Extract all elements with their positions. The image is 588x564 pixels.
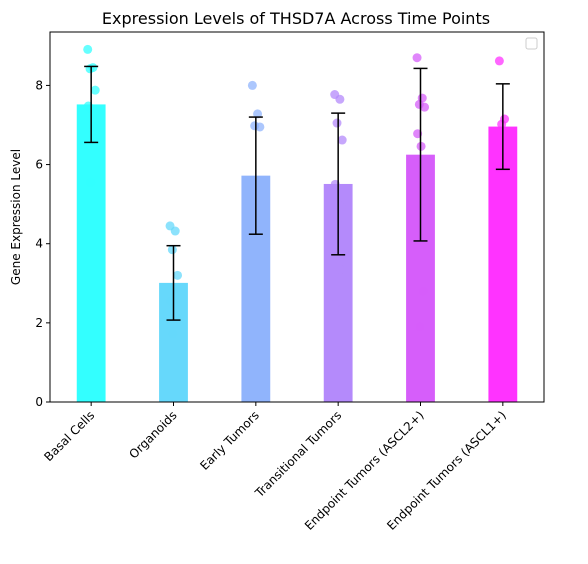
data-point-3-8 — [335, 264, 345, 274]
data-point-3-2 — [332, 118, 342, 128]
y-axis-label: Gene Expression Level — [9, 149, 23, 285]
chart-title: Expression Levels of THSD7A Across Time … — [102, 9, 490, 28]
data-point-3-1 — [335, 94, 345, 104]
data-point-2-0 — [247, 80, 257, 90]
x-tick-label-3: Transitional Tumors — [252, 408, 345, 501]
plot-area — [76, 44, 518, 402]
data-point-0-3 — [90, 85, 100, 95]
data-point-3-9 — [331, 298, 341, 308]
data-point-2-1 — [253, 109, 263, 119]
x-tick-label-0: Basal Cells — [41, 408, 97, 464]
axis-ticks: 0 2 4 6 8 Basal Cells Organoids Early TumorsTra… — [35, 78, 509, 532]
y-tick-label-2: 2 — [35, 316, 43, 330]
data-point-1-2 — [167, 245, 177, 255]
data-point-1-3 — [173, 270, 183, 280]
y-tick-label-6: 6 — [35, 158, 43, 172]
data-point-1-7 — [168, 329, 178, 339]
data-point-2-7 — [250, 239, 260, 249]
data-point-2-8 — [253, 257, 263, 267]
y-tick-label-8: 8 — [35, 78, 43, 92]
bar-0 — [76, 104, 106, 402]
data-point-5-2 — [497, 119, 507, 129]
data-point-0-7 — [86, 177, 96, 187]
x-tick-label-2: Early Tumors — [197, 408, 262, 473]
axes-frame — [49, 31, 545, 403]
data-point-4-6 — [418, 286, 428, 296]
data-point-0-0 — [83, 44, 93, 54]
y-tick-label-4: 4 — [35, 237, 43, 251]
data-point-5-0 — [494, 56, 504, 66]
x-tick-label-1: Organoids — [126, 408, 179, 461]
data-point-2-3 — [255, 122, 265, 132]
data-point-1-1 — [170, 226, 180, 236]
data-point-4-0 — [412, 53, 422, 63]
y-tick-label-0: 0 — [35, 395, 43, 409]
data-point-3-3 — [337, 135, 347, 145]
legend-box — [525, 37, 538, 50]
data-point-0-2 — [85, 64, 95, 74]
data-point-4-3 — [420, 102, 430, 112]
data-point-4-7 — [415, 322, 425, 332]
data-point-5-3 — [502, 152, 512, 162]
